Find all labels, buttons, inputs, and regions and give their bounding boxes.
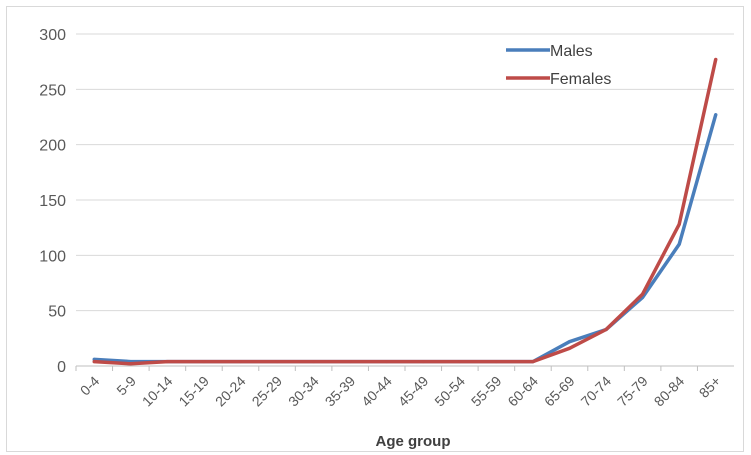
y-tick-label: 0 [57,359,66,376]
x-tick-label: 10-14 [139,373,176,410]
data-point-females [714,57,718,61]
series-line-females [92,57,718,366]
x-axis-title: Age group [376,433,451,450]
series-lines [92,57,718,366]
data-point-females [458,360,462,364]
data-point-females [494,360,498,364]
legend-label-females: Females [550,71,611,88]
y-tick-label: 250 [39,82,66,99]
data-point-females [677,222,681,226]
x-tick-label: 5-9 [113,373,139,399]
x-tick-label: 25-29 [249,373,286,410]
y-tick-label: 100 [39,248,66,265]
data-point-females [421,360,425,364]
data-point-females [129,362,133,366]
data-point-females [348,360,352,364]
data-point-females [312,360,316,364]
y-tick-label: 150 [39,193,66,210]
y-tick-label: 50 [48,304,66,321]
data-point-males [677,242,681,246]
data-point-females [568,346,571,350]
x-tick-label: 45-49 [395,373,432,410]
data-point-females [604,327,608,331]
x-tick-label: 0-4 [77,373,103,399]
x-tick-label: 15-19 [175,373,212,410]
data-point-females [202,360,206,364]
x-tick-label: 70-74 [578,373,615,410]
data-point-females [92,360,96,364]
data-point-males [714,113,718,117]
x-axis-ticks: 0-4 5-9 10-14 15-19 20-24 25-29 30-34 35-39 40-4… [75,366,724,410]
y-tick-label: 200 [39,138,66,155]
x-tick-label: 20-24 [212,373,249,410]
x-tick-label: 65-69 [541,373,578,410]
data-point-females [531,360,535,364]
data-point-females [239,360,242,364]
data-point-females [275,360,279,364]
data-point-males [568,340,571,344]
legend: Males Females [506,43,611,88]
data-point-females [641,292,645,296]
x-tick-label: 60-64 [504,373,541,410]
y-axis-ticks: 0 50 100 150 200 250 300 [39,27,66,376]
x-tick-label: 30-34 [285,373,322,410]
x-tick-label: 55-59 [468,373,505,410]
series-line-males [92,113,718,364]
x-tick-label: 50-54 [431,373,468,410]
x-tick-label: 35-39 [322,373,359,410]
x-tick-label: 40-44 [358,373,395,410]
legend-label-males: Males [550,43,593,60]
x-tick-label: 85+ [696,373,724,401]
chart-frame [6,6,744,452]
x-tick-label: 75-79 [614,373,651,410]
y-tick-label: 300 [39,27,66,44]
data-point-females [165,360,169,364]
x-tick-label: 80-84 [651,373,688,410]
gridlines [76,33,734,367]
data-point-females [385,360,389,364]
